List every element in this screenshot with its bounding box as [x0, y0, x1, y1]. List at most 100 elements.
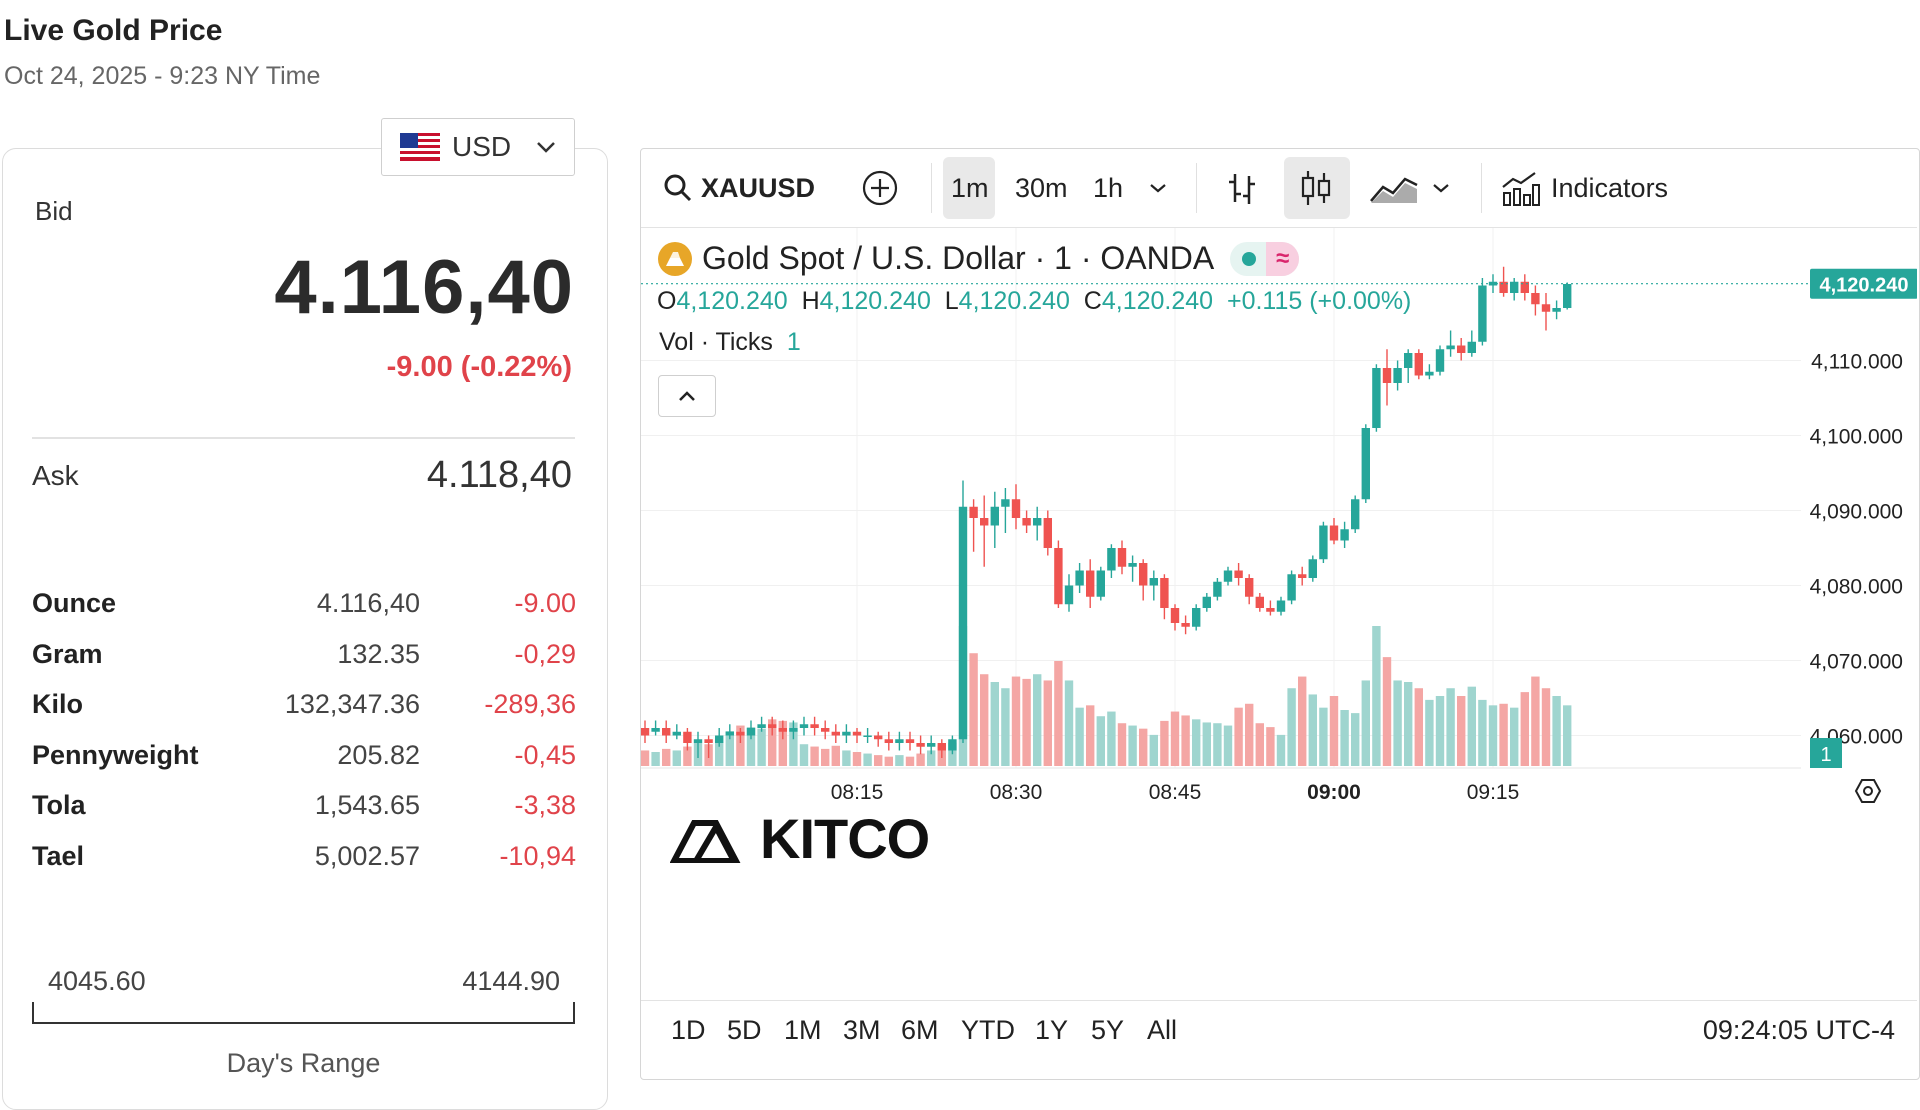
candle-body [1435, 349, 1445, 372]
kitco-logo-icon [669, 811, 756, 876]
candle-body [1340, 529, 1349, 541]
range-1m[interactable]: 1M [784, 1015, 822, 1045]
range-3m[interactable]: 3M [843, 1015, 881, 1045]
chart-toolbar: XAUUSD 1m 30m 1h Indicators [641, 149, 1917, 228]
symbol-search[interactable]: XAUUSD [663, 149, 815, 227]
currency-select[interactable]: USD [381, 118, 575, 176]
volume-bar [905, 756, 915, 766]
candle-body [1107, 548, 1116, 571]
volume-bar [1414, 688, 1423, 766]
indicators-label: Indicators [1551, 172, 1669, 203]
unit-row-tael: Tael 5,002.57 -10,94 [32, 841, 578, 885]
indicators-button[interactable]: Indicators [1501, 149, 1668, 227]
unit-price: 132,347.36 [284, 689, 420, 719]
candle-body [958, 506, 968, 740]
candle-body [1287, 574, 1296, 601]
currency-code: USD [452, 131, 512, 162]
volume-bar [1266, 727, 1275, 766]
chevron-down-icon [1150, 184, 1166, 193]
range-5y[interactable]: 5Y [1091, 1015, 1125, 1045]
settings-icon[interactable] [1854, 779, 1882, 803]
interval-30m[interactable]: 30m [1015, 172, 1068, 203]
kitco-wordmark: KITCO [760, 807, 930, 870]
interval-1m[interactable]: 1m [951, 172, 989, 203]
volume-bar [1022, 678, 1031, 766]
range-all[interactable]: All [1147, 1015, 1178, 1045]
candles-style-button[interactable] [1299, 149, 1333, 227]
unit-name: Tola [32, 790, 86, 820]
candle-body [1192, 608, 1201, 627]
x-tick-label: 09:15 [1467, 781, 1520, 804]
compare-button[interactable] [861, 149, 899, 227]
ohlc-low-label: L [944, 287, 959, 315]
volume-bar [1478, 699, 1487, 766]
chevron-down-icon [537, 142, 555, 153]
volume-bar [1223, 725, 1233, 766]
volume-bar [1340, 710, 1349, 766]
unit-row-kilo: Kilo 132,347.36 -289,36 [32, 689, 578, 733]
candle-body [1351, 499, 1360, 530]
candle-body [789, 728, 798, 732]
area-style-button[interactable] [1369, 149, 1419, 227]
candle-body [821, 728, 830, 732]
price-chart[interactable]: 4,110.000 4,100.000 4,090.000 4,080.000 4,07… [641, 228, 1917, 968]
x-tick-label: 09:00 [1307, 781, 1361, 804]
chart-style-dropdown[interactable] [1432, 149, 1450, 227]
symbol-label: XAUUSD [701, 172, 816, 203]
range-1y[interactable]: 1Y [1035, 1015, 1069, 1045]
volume-bar [821, 748, 830, 766]
ohlc-high-label: H [801, 287, 820, 315]
candle-body [1329, 525, 1339, 541]
ohlc-high: 4,120.240 [819, 287, 931, 315]
volume-bar [799, 744, 809, 766]
candle-body [905, 739, 915, 743]
x-tick-label: 08:45 [1149, 781, 1202, 804]
active-chart-style-bg [1284, 157, 1350, 219]
candle-body [1149, 578, 1158, 586]
candle-body [1245, 578, 1254, 597]
collapse-legend-button[interactable] [658, 375, 716, 417]
candle-body [884, 739, 893, 743]
candle-body [1425, 371, 1434, 376]
candle-body [1202, 596, 1211, 608]
ohlc-legend: O4,120.240 H4,120.240 L4,120.240 C4,120.… [657, 287, 1411, 316]
candle-body [778, 728, 787, 732]
bid-label: Bid [35, 196, 73, 226]
divider [32, 437, 575, 439]
market-status-badge[interactable]: ≈ [1230, 241, 1300, 276]
volume-bar [1107, 711, 1116, 766]
range-1d[interactable]: 1D [671, 1015, 706, 1045]
candle-body [1086, 570, 1095, 597]
interval-dropdown[interactable] [1149, 149, 1167, 227]
bar-style-button[interactable] [1225, 149, 1259, 227]
range-6m[interactable]: 6M [901, 1015, 939, 1045]
y-tick-label: 4,110.000 [1811, 351, 1903, 374]
candle-body [715, 735, 724, 743]
candle-body [1170, 608, 1180, 623]
volume-bar [1382, 657, 1392, 766]
candle-body [704, 739, 713, 743]
candle-body [980, 518, 989, 526]
range-ytd[interactable]: YTD [961, 1015, 1015, 1045]
candle-body [895, 739, 904, 743]
volume-bar [1372, 626, 1381, 766]
candle-body [1361, 428, 1370, 500]
ask-label: Ask [32, 460, 79, 491]
candle-body [1255, 596, 1264, 608]
candle-body [1043, 518, 1052, 548]
volume-bar [1276, 734, 1286, 766]
volume-bar [662, 748, 671, 766]
candle-body [799, 724, 809, 728]
candle-body [1372, 368, 1381, 428]
candle-body [969, 506, 978, 518]
volume-bar [831, 745, 840, 766]
volume-bar [746, 727, 756, 766]
volume-bar [969, 653, 978, 766]
candle-body [1457, 345, 1466, 353]
range-5d[interactable]: 5D [727, 1015, 762, 1045]
interval-1h[interactable]: 1h [1093, 172, 1124, 203]
volume-bar [1298, 676, 1307, 766]
candle-body [990, 506, 999, 526]
candle-body [1467, 341, 1476, 353]
unit-price: 205.82 [337, 740, 420, 770]
